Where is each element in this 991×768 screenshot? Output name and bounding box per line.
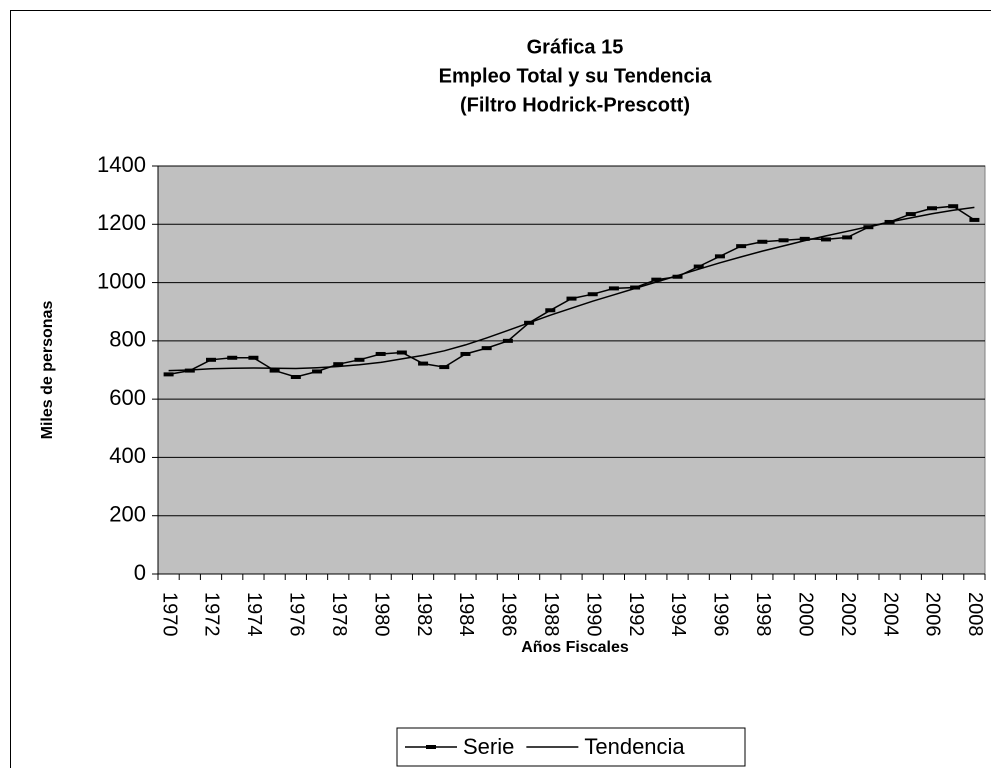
series-line [168,206,975,372]
y-tick-label: 200 [109,502,146,527]
y-tick-label: 1200 [97,210,146,235]
x-tick-label: 2000 [794,592,816,637]
x-tick-label: 1974 [243,592,265,637]
series-marker [227,355,238,360]
x-tick-label: 1976 [286,592,308,637]
y-tick-label: 1000 [97,268,146,293]
x-axis-label: Años Fiscales [521,639,629,656]
series-marker [651,277,662,282]
x-tick-label: 2004 [879,592,901,637]
series-marker [290,374,301,379]
chart-title: (Filtro Hodrick-Prescott) [460,94,690,116]
series-marker [630,285,641,290]
y-tick-label: 0 [134,560,146,585]
y-tick-label: 800 [109,327,146,352]
series-marker [905,212,916,217]
series-marker [396,350,407,355]
series-marker [269,368,280,373]
legend-label: Tendencia [584,734,685,759]
series-marker [608,286,619,291]
series-marker [948,204,959,209]
y-tick-label: 600 [109,385,146,410]
y-axis-label: Miles de personas [39,301,56,440]
y-tick-label: 1400 [97,152,146,177]
x-tick-label: 1980 [370,592,392,637]
series-marker [736,244,747,249]
x-tick-label: 1984 [455,592,477,637]
series-marker [545,308,556,313]
x-tick-label: 1972 [201,592,223,637]
x-tick-label: 2006 [922,592,944,637]
series-marker [926,206,937,211]
series-marker [460,351,471,356]
x-tick-label: 2008 [964,592,986,637]
series-marker [820,237,831,242]
series-marker [163,372,174,377]
x-tick-label: 1996 [710,592,732,637]
series-marker [312,369,323,374]
series-marker [502,338,513,343]
series-marker [481,346,492,351]
series-marker [248,355,259,360]
series-marker [672,274,683,279]
chart-title: Gráfica 15 [527,36,624,58]
series-marker [969,217,980,222]
series-marker [354,357,365,362]
x-tick-label: 2002 [837,592,859,637]
series-marker [799,236,810,241]
x-tick-label: 1994 [667,592,689,637]
series-marker [566,296,577,301]
plot-area [157,165,986,575]
series-marker [842,235,853,240]
y-tick-label: 400 [109,443,146,468]
series-marker [418,361,429,366]
legend-label: Serie [463,734,514,759]
x-tick-label: 1998 [752,592,774,637]
series-marker [778,238,789,243]
series-marker [693,264,704,269]
series-marker [714,254,725,259]
x-tick-label: 1988 [540,592,562,637]
series-marker [375,351,386,356]
series-marker [439,365,450,370]
legend-marker [426,745,436,749]
x-tick-label: 1986 [498,592,520,637]
series-marker [206,357,217,362]
series-marker [757,239,768,244]
series-marker [333,362,344,367]
x-tick-label: 1970 [158,592,180,637]
x-tick-label: 1982 [413,592,435,637]
x-tick-label: 1978 [328,592,350,637]
chart-title: Empleo Total y su Tendencia [439,65,713,87]
series-marker [587,292,598,297]
x-tick-label: 1990 [582,592,604,637]
x-tick-label: 1992 [625,592,647,637]
